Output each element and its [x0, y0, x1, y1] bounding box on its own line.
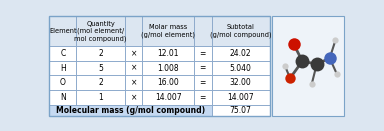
Text: Subtotal
(g/mol compound): Subtotal (g/mol compound) [210, 24, 271, 38]
Bar [194, 61, 212, 75]
Bar [212, 90, 270, 105]
Bar [76, 90, 125, 105]
Text: 75.07: 75.07 [230, 106, 252, 115]
Bar [76, 90, 125, 105]
Text: 1.008: 1.008 [157, 64, 179, 73]
Text: 12.01: 12.01 [157, 49, 179, 58]
Bar [142, 90, 194, 105]
Bar [212, 61, 270, 75]
Bar [76, 75, 125, 90]
Bar [194, 46, 212, 61]
Bar [76, 75, 125, 90]
Bar [142, 16, 194, 46]
Bar [76, 16, 125, 46]
Bar [142, 16, 194, 46]
Text: =: = [200, 64, 206, 73]
Bar [125, 46, 142, 61]
Bar [50, 90, 76, 105]
Text: =: = [200, 49, 206, 58]
Text: Quantity
(mol element/
mol compound): Quantity (mol element/ mol compound) [74, 21, 127, 42]
Bar [212, 105, 270, 116]
Bar [212, 105, 270, 116]
Bar [194, 16, 212, 46]
Bar [125, 75, 142, 90]
Text: C: C [60, 49, 66, 58]
Bar [194, 16, 212, 46]
Bar [212, 61, 270, 75]
Bar [194, 75, 212, 90]
Bar [142, 90, 194, 105]
Bar [50, 16, 270, 116]
Bar [50, 46, 76, 61]
Bar [142, 61, 194, 75]
Text: 14.007: 14.007 [155, 93, 182, 102]
Text: 24.02: 24.02 [230, 49, 252, 58]
Text: Element: Element [49, 28, 77, 34]
Bar [194, 90, 212, 105]
Text: 14.007: 14.007 [227, 93, 254, 102]
Bar [272, 16, 344, 116]
Bar [50, 75, 76, 90]
Text: N: N [60, 93, 66, 102]
Text: Molar mass
(g/mol element): Molar mass (g/mol element) [141, 24, 195, 38]
Bar [212, 46, 270, 61]
Bar [50, 16, 76, 46]
Bar [50, 90, 76, 105]
Bar [212, 16, 270, 46]
Text: Molecular mass (g/mol compound): Molecular mass (g/mol compound) [56, 106, 205, 115]
Text: 5.040: 5.040 [230, 64, 252, 73]
Bar [212, 75, 270, 90]
Bar [76, 61, 125, 75]
Text: ×: × [131, 78, 137, 87]
Bar [50, 61, 76, 75]
Text: 16.00: 16.00 [157, 78, 179, 87]
Text: ×: × [131, 93, 137, 102]
Text: 1: 1 [98, 93, 103, 102]
Bar [142, 75, 194, 90]
Text: =: = [200, 93, 206, 102]
Bar [194, 61, 212, 75]
Bar [76, 46, 125, 61]
Text: H: H [60, 64, 66, 73]
Bar [194, 90, 212, 105]
Text: 2: 2 [98, 78, 103, 87]
Bar [50, 16, 76, 46]
Bar [50, 105, 212, 116]
Bar [125, 90, 142, 105]
Bar [125, 16, 142, 46]
Bar [212, 46, 270, 61]
Bar [76, 46, 125, 61]
Bar [142, 61, 194, 75]
Bar [125, 16, 142, 46]
Bar [76, 16, 125, 46]
Text: 32.00: 32.00 [230, 78, 252, 87]
Text: O: O [60, 78, 66, 87]
Bar [76, 61, 125, 75]
Bar [142, 46, 194, 61]
Bar [50, 16, 270, 116]
Text: ×: × [131, 64, 137, 73]
Text: =: = [200, 78, 206, 87]
Bar [125, 61, 142, 75]
Bar [50, 75, 76, 90]
Bar [212, 75, 270, 90]
Text: 5: 5 [98, 64, 103, 73]
Bar [50, 46, 76, 61]
Bar [272, 16, 344, 116]
Bar [50, 105, 212, 116]
Bar [125, 75, 142, 90]
Bar [50, 61, 76, 75]
Text: 2: 2 [98, 49, 103, 58]
Bar [194, 46, 212, 61]
Bar [212, 16, 270, 46]
Bar [194, 75, 212, 90]
Bar [125, 61, 142, 75]
Text: ×: × [131, 49, 137, 58]
Bar [212, 90, 270, 105]
Bar [142, 75, 194, 90]
Bar [125, 90, 142, 105]
Bar [142, 46, 194, 61]
Bar [125, 46, 142, 61]
